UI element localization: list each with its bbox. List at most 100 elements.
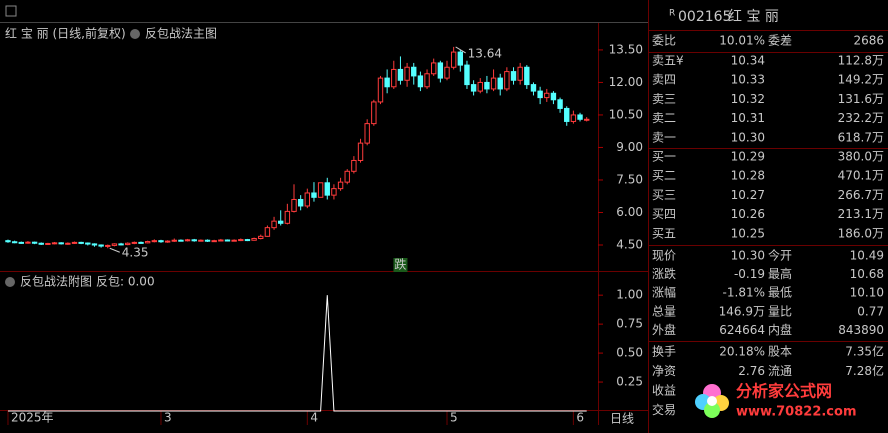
book-price: 10.34: [731, 54, 765, 68]
quote-label: 委差: [768, 34, 792, 48]
candle-body: [564, 107, 570, 122]
book-price: 10.26: [731, 207, 765, 221]
book-price: 10.28: [731, 169, 765, 183]
book-volume: 470.1万: [838, 169, 884, 183]
quote-label: 总量: [652, 304, 676, 318]
annotation-arrow: [109, 247, 120, 253]
indicator-line: [7, 295, 587, 412]
y-tick-label: 10.50: [609, 107, 643, 121]
quote-label: 今开: [768, 248, 792, 263]
candle-body: [530, 84, 537, 92]
candle-body: [178, 239, 184, 242]
candle-body: [544, 92, 550, 99]
candle-body: [78, 241, 84, 244]
quote-value: 10.68: [850, 267, 884, 281]
book-price: 10.25: [731, 226, 765, 240]
quote-label: 外盘: [652, 322, 676, 337]
candle-body: [58, 242, 64, 245]
icon: [130, 29, 140, 39]
candle-body: [204, 239, 211, 242]
candle-body: [404, 66, 410, 81]
candle-body: [231, 239, 237, 242]
candle-body: [258, 235, 264, 239]
candle-body: [238, 239, 244, 242]
book-price: 10.30: [731, 130, 765, 144]
quote-label: 现价: [652, 249, 676, 263]
book-price: 10.29: [731, 150, 765, 164]
candle-body: [357, 142, 364, 161]
period[interactable]: 日线: [610, 412, 634, 426]
candle-body: [344, 170, 350, 183]
candle-body: [111, 243, 118, 246]
y-tick-label: 0.25: [616, 375, 643, 389]
candle-body: [91, 243, 98, 246]
quote-label: 最低: [768, 286, 792, 300]
quote-value: 624664: [719, 323, 765, 337]
candle-body: [244, 239, 251, 242]
quote-value: 146.9万: [719, 304, 765, 318]
y-tick-label: 9.00: [616, 140, 643, 154]
book-price: 10.27: [731, 188, 765, 202]
candle-body: [417, 75, 424, 88]
book-volume: 149.2万: [838, 73, 884, 87]
book-label: 买四: [652, 207, 676, 221]
candle-body: [118, 243, 124, 246]
quote-value: 0.77: [857, 304, 884, 318]
quote-value: 10.01%: [719, 34, 765, 48]
book-volume: 131.6万: [838, 92, 884, 106]
candle-body: [218, 239, 224, 242]
menu-icon[interactable]: [5, 5, 17, 17]
candle-body: [297, 198, 304, 207]
y-tick-label: 4.50: [616, 237, 643, 251]
candle-body: [251, 237, 257, 241]
candle-body: [31, 241, 38, 244]
candle-body: [377, 77, 384, 103]
candle-body: [411, 66, 417, 77]
candle-body: [211, 240, 217, 243]
icon: [5, 277, 15, 287]
candle-body: [464, 64, 470, 86]
candle-body: [477, 81, 483, 92]
period-box[interactable]: [600, 411, 648, 433]
book-volume: 232.2万: [838, 111, 884, 125]
candle-body: [437, 62, 444, 79]
quote-value: 7.35亿: [845, 344, 884, 359]
annotation-arrow: [455, 46, 466, 54]
quote-mark: R: [669, 9, 675, 19]
quote-label: 交易: [652, 402, 676, 417]
candle-body: [557, 99, 563, 109]
candle-body: [105, 244, 111, 247]
quote-value: 843890: [838, 323, 884, 337]
candle-body: [570, 114, 577, 122]
candle-body: [45, 242, 51, 245]
y-tick-label: 1.00: [616, 288, 643, 302]
candle-body: [384, 77, 390, 88]
candle-body: [38, 242, 44, 245]
candle-body: [424, 73, 430, 88]
quote-label: 量比: [768, 304, 792, 318]
chart-title: 反包战法附图: [20, 275, 92, 289]
quote-value: 10.49: [850, 249, 884, 263]
book-label: 卖三: [652, 92, 676, 106]
candle-body: [470, 84, 477, 92]
book-label: 卖二: [652, 111, 676, 125]
candle-body: [550, 92, 557, 101]
quote-label: 涨幅: [652, 285, 676, 300]
quote-label: 内盘: [768, 322, 792, 337]
candle-body: [324, 182, 330, 196]
candle-body: [18, 241, 24, 244]
y-tick-label: 0.50: [616, 346, 643, 360]
candle-body: [85, 242, 91, 245]
book-label: 买二: [652, 169, 676, 183]
candle-body: [144, 241, 151, 244]
book-volume: 618.7万: [838, 130, 884, 144]
candle-body: [184, 239, 191, 242]
signal: 跌: [394, 257, 406, 272]
candle-body: [331, 188, 337, 196]
book-volume: 266.7万: [838, 188, 884, 202]
quote-name: 红 宝 丽: [728, 9, 779, 25]
x-tick-label: 3: [164, 411, 172, 425]
candle-body: [51, 242, 58, 245]
candle-body: [11, 241, 18, 244]
